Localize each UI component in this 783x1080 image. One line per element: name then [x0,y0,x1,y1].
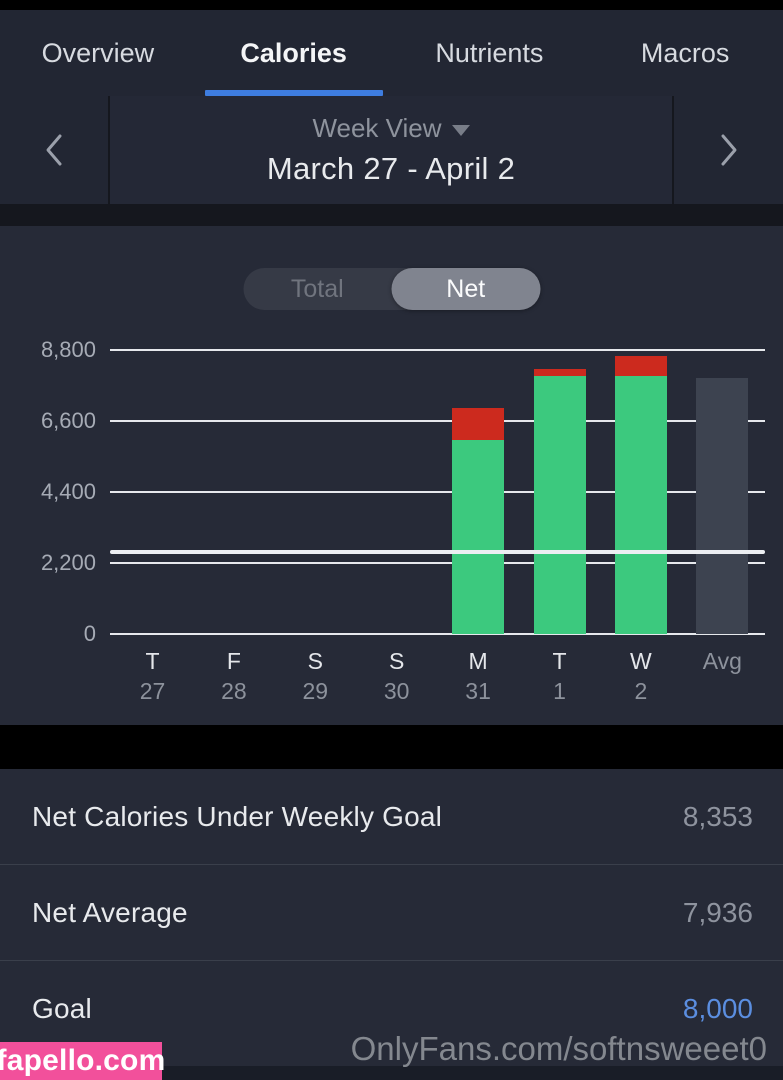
day-number: 28 [221,678,247,704]
segment-total[interactable]: Total [243,268,392,310]
bar-average[interactable] [696,377,749,634]
day-number: 2 [634,678,648,704]
stat-label: Net Average [32,896,188,928]
stat-row-under-weekly-goal: Net Calories Under Weekly Goal 8,353 [0,769,783,865]
x-axis-label: F 28 [221,650,247,703]
bar-over-goal[interactable] [533,369,586,377]
bar-over-goal[interactable] [614,356,667,376]
x-axis-label: M 31 [465,650,491,703]
bar-under-goal[interactable] [614,375,667,634]
segment-net[interactable]: Net [391,268,540,310]
day-number: 30 [383,678,410,704]
gridline [110,420,765,422]
chevron-left-icon [46,134,62,166]
y-axis-tick-label: 6,600 [40,408,96,433]
day-letter: T [552,648,567,674]
onlyfans-watermark: OnlyFans.com/softnsweeet0 [350,1030,767,1067]
chevron-down-icon [451,125,470,136]
x-axis-label: Avg [703,650,742,673]
stat-label: Net Calories Under Weekly Goal [32,800,443,832]
y-axis-tick-label: 0 [83,621,96,646]
day-letter: Avg [702,648,742,674]
daily-goal-line [110,550,765,555]
weekly-summary-list: Net Calories Under Weekly Goal 8,353 Net… [0,769,783,1057]
x-axis-label: T 27 [140,650,166,703]
gridline [110,633,765,635]
stat-row-goal: Goal 8,000 [0,961,783,1057]
bar-under-goal[interactable] [452,440,505,634]
stat-value: 7,936 [682,896,753,928]
tab-bar: Overview Calories Nutrients Macros [0,10,783,96]
day-letter: W [630,648,652,674]
y-axis-tick-label: 4,400 [40,479,96,504]
gridline [110,491,765,493]
y-axis-tick-label: 2,200 [40,550,96,575]
day-number: 29 [302,678,329,704]
total-net-toggle: Total Net [243,268,540,310]
day-number: 27 [139,678,166,704]
tab-nutrients[interactable]: Nutrients [392,10,588,96]
day-letter: T [145,648,160,674]
bar-under-goal[interactable] [533,376,586,634]
weekly-calories-bar-chart: 0 2,200 4,400 6,600 8,800 T 27 F 28 S 29 S 30 M 31 T 1 W 2… [0,226,783,725]
day-letter: S [389,648,405,674]
y-axis-tick-label: 8,800 [40,337,96,362]
bar-over-goal[interactable] [452,408,505,441]
bottom-strip [0,1066,783,1080]
next-week-button[interactable] [672,96,783,204]
day-number: 31 [465,678,491,704]
tab-macros[interactable]: Macros [587,10,783,96]
day-letter: M [468,648,488,674]
stat-label: Goal [32,993,92,1024]
week-view-selector[interactable]: Week View March 27 - April 2 [110,96,672,204]
black-separator-band [0,725,783,769]
fapello-watermark: fapello.com [0,1042,165,1080]
tab-calories-label: Calories [240,37,347,68]
x-axis-label: S 30 [384,650,410,703]
tab-overview[interactable]: Overview [0,10,196,96]
stat-row-net-average: Net Average 7,936 [0,865,783,961]
previous-week-button[interactable] [0,96,110,204]
active-tab-underline [204,90,383,96]
goal-value: 8,000 [682,993,753,1024]
gridline [110,562,765,564]
day-letter: S [307,648,323,674]
x-axis-label: S 29 [303,650,329,703]
calories-chart-panel: Total Net 0 2,200 4,400 6,600 8,800 T 27 F 28 S 29… [0,226,783,725]
day-letter: F [226,648,241,674]
week-navigation: Week View March 27 - April 2 [0,96,783,206]
stat-value: 8,353 [682,800,753,832]
day-number: 1 [553,678,566,704]
section-gap [0,206,783,226]
top-black-strip [0,0,783,10]
chevron-right-icon [721,134,736,166]
tab-calories[interactable]: Calories [196,10,392,96]
view-mode-label: Week View [312,113,442,143]
gridline [110,349,765,351]
date-range-label: March 27 - April 2 [266,151,516,186]
